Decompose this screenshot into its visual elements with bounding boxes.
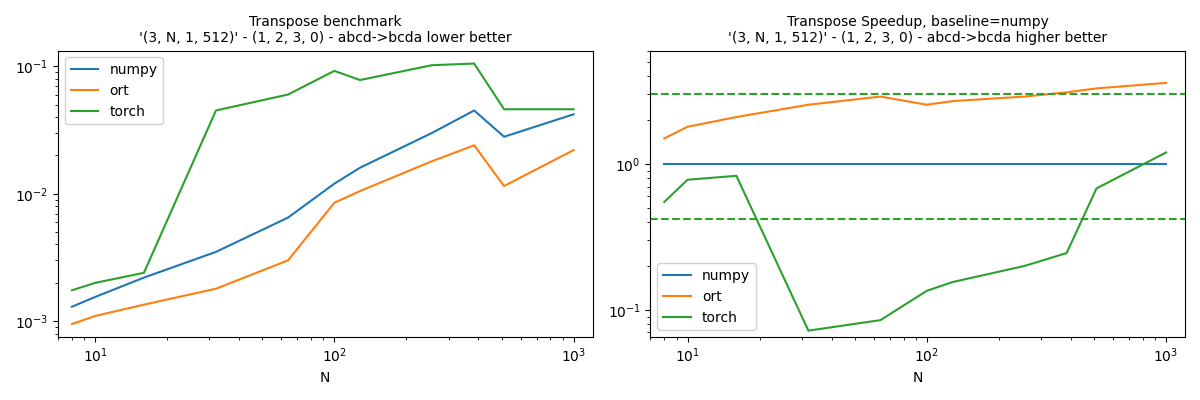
ort — [65, 322, 79, 326]
torch — [1018, 264, 1032, 268]
torch — [919, 288, 934, 293]
ort — [658, 136, 672, 141]
torch — [328, 68, 342, 73]
torch — [730, 174, 744, 178]
numpy — [328, 181, 342, 186]
Line: ort: ort — [72, 145, 574, 324]
ort — [328, 200, 342, 205]
numpy — [802, 162, 816, 166]
Legend: numpy, ort, torch: numpy, ort, torch — [65, 58, 163, 124]
numpy — [566, 112, 581, 117]
ort — [88, 314, 102, 318]
torch — [467, 61, 481, 66]
torch — [802, 328, 816, 333]
Line: numpy: numpy — [72, 110, 574, 307]
torch — [353, 78, 367, 82]
numpy — [467, 108, 481, 113]
torch — [65, 288, 79, 293]
ort — [281, 258, 295, 263]
numpy — [1060, 162, 1074, 166]
ort — [1090, 86, 1104, 91]
torch — [137, 270, 151, 275]
torch — [566, 107, 581, 112]
ort — [566, 148, 581, 152]
numpy — [425, 130, 439, 135]
Line: torch: torch — [665, 152, 1166, 331]
torch — [425, 63, 439, 68]
torch — [1060, 251, 1074, 256]
numpy — [88, 294, 102, 299]
torch — [1090, 186, 1104, 191]
Legend: numpy, ort, torch: numpy, ort, torch — [658, 263, 756, 330]
ort — [497, 184, 511, 188]
numpy — [137, 275, 151, 280]
numpy — [730, 162, 744, 166]
torch — [88, 280, 102, 285]
numpy — [281, 215, 295, 220]
Title: Transpose Speedup, baseline=numpy
'(3, N, 1, 512)' - (1, 2, 3, 0) - abcd->bcda h: Transpose Speedup, baseline=numpy '(3, N… — [728, 15, 1108, 45]
Line: ort: ort — [665, 83, 1166, 138]
ort — [467, 143, 481, 148]
X-axis label: N: N — [320, 371, 330, 385]
torch — [281, 92, 295, 97]
X-axis label: N: N — [912, 371, 923, 385]
ort — [353, 189, 367, 194]
numpy — [919, 162, 934, 166]
ort — [137, 302, 151, 307]
ort — [802, 102, 816, 107]
numpy — [1090, 162, 1104, 166]
ort — [1159, 80, 1174, 85]
ort — [874, 94, 888, 99]
torch — [1159, 150, 1174, 155]
torch — [874, 318, 888, 322]
numpy — [1018, 162, 1032, 166]
ort — [1060, 90, 1074, 95]
numpy — [209, 250, 223, 254]
torch — [209, 108, 223, 113]
ort — [730, 115, 744, 120]
numpy — [946, 162, 960, 166]
torch — [497, 107, 511, 112]
Title: Transpose benchmark
'(3, N, 1, 512)' - (1, 2, 3, 0) - abcd->bcda lower better: Transpose benchmark '(3, N, 1, 512)' - (… — [139, 15, 511, 45]
numpy — [658, 162, 672, 166]
ort — [919, 102, 934, 107]
numpy — [1159, 162, 1174, 166]
torch — [658, 200, 672, 204]
ort — [425, 159, 439, 164]
numpy — [497, 134, 511, 139]
ort — [680, 124, 695, 129]
Line: torch: torch — [72, 64, 574, 290]
numpy — [680, 162, 695, 166]
ort — [209, 286, 223, 291]
numpy — [353, 165, 367, 170]
numpy — [874, 162, 888, 166]
ort — [946, 99, 960, 104]
ort — [1018, 94, 1032, 99]
torch — [946, 280, 960, 284]
torch — [680, 177, 695, 182]
numpy — [65, 304, 79, 309]
